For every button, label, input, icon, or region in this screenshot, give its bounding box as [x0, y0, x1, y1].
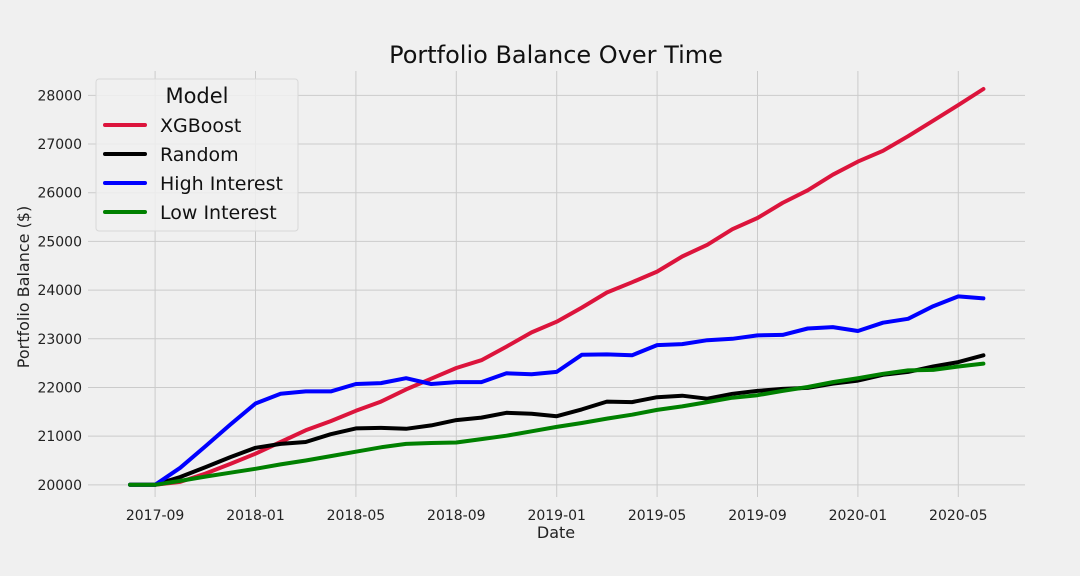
- series-line-high-interest: [128, 294, 986, 487]
- y-tick-label: 22000: [37, 380, 82, 396]
- y-tick-label: 26000: [37, 186, 82, 202]
- x-tick-label: 2018-09: [427, 508, 486, 524]
- x-tick-label: 2020-01: [829, 508, 888, 524]
- x-tick-label: 2019-09: [728, 508, 787, 524]
- y-tick-label: 25000: [37, 234, 82, 250]
- legend-label-random: Random: [160, 144, 239, 166]
- x-tick-label: 2018-01: [226, 508, 285, 524]
- x-tick-label: 2019-01: [527, 508, 586, 524]
- legend-box: [95, 78, 299, 232]
- y-tick-label: 23000: [37, 332, 82, 348]
- x-tick-label: 2018-05: [327, 508, 386, 524]
- x-tick-label: 2020-05: [929, 508, 988, 524]
- x-tick-label: 2019-05: [628, 508, 687, 524]
- legend-label-xgboost: XGBoost: [160, 115, 241, 137]
- y-tick-label: 28000: [37, 88, 82, 104]
- tick-layer: 20000 21000 22000 23000 24000 25000 26000 27000…: [37, 88, 987, 524]
- legend-label-high-interest: High Interest: [160, 173, 283, 195]
- x-axis-label: Date: [537, 523, 575, 542]
- y-axis-label: Portfolio Balance ($): [14, 206, 33, 368]
- x-tick-label: 2017-09: [126, 508, 185, 524]
- y-tick-label: 20000: [37, 478, 82, 494]
- series-line-low-interest: [128, 361, 986, 487]
- y-tick-label: 27000: [37, 137, 82, 153]
- legend-title: Model: [165, 84, 228, 108]
- legend-items: XGBoost Random High Interest Low Interest: [103, 115, 283, 224]
- chart-title: Portfolio Balance Over Time: [389, 41, 723, 69]
- y-tick-label: 24000: [37, 283, 82, 299]
- legend: Model XGBoost Random High Interest Low Inte…: [95, 78, 299, 232]
- y-tick-label: 21000: [37, 429, 82, 445]
- legend-label-low-interest: Low Interest: [160, 202, 277, 224]
- series-layer: [128, 87, 986, 487]
